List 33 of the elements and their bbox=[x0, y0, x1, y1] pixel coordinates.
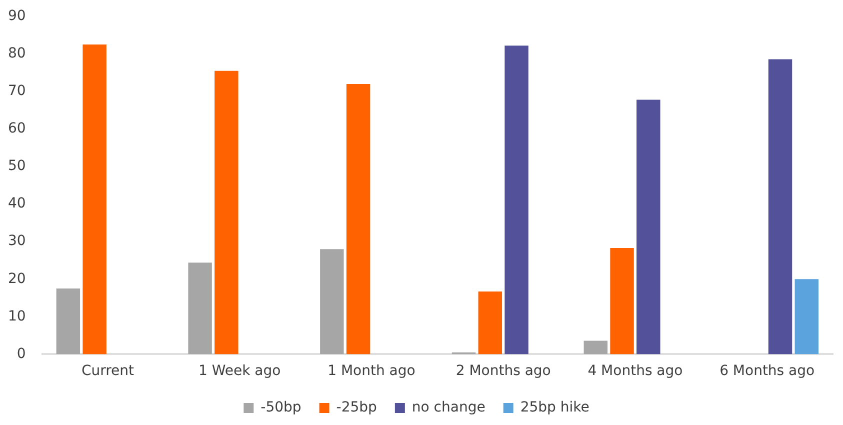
bar bbox=[320, 249, 344, 354]
bar bbox=[610, 248, 634, 354]
y-tick-label: 50 bbox=[8, 158, 26, 174]
y-tick-label: 80 bbox=[8, 46, 26, 62]
y-tick-label: 10 bbox=[8, 308, 26, 324]
x-tick-label: 4 Months ago bbox=[588, 363, 683, 380]
x-tick-label: Current bbox=[81, 363, 135, 380]
y-tick-label: 20 bbox=[8, 270, 26, 287]
y-tick-label: 40 bbox=[8, 196, 26, 212]
x-tick-label: 6 Months ago bbox=[720, 363, 815, 380]
y-tick-label: 0 bbox=[16, 346, 26, 362]
bar bbox=[636, 100, 660, 354]
bar bbox=[584, 340, 608, 354]
bar bbox=[82, 44, 106, 354]
x-tick-label: 1 Month ago bbox=[328, 363, 416, 380]
legend-label: 25bp hike bbox=[520, 400, 590, 416]
bar bbox=[56, 288, 80, 354]
bar bbox=[794, 279, 818, 354]
bar bbox=[188, 262, 212, 354]
y-tick-label: 90 bbox=[8, 8, 26, 24]
legend-label: -25bp bbox=[336, 400, 378, 416]
bar bbox=[478, 292, 502, 354]
legend-label: -50bp bbox=[260, 400, 302, 416]
x-tick-label: 1 Week ago bbox=[198, 363, 281, 380]
x-tick-label: 2 Months ago bbox=[456, 363, 551, 380]
y-tick-label: 70 bbox=[8, 83, 26, 100]
bar bbox=[346, 84, 370, 354]
legend-label: no change bbox=[412, 400, 486, 416]
y-tick-label: 60 bbox=[8, 120, 26, 137]
bar bbox=[214, 70, 238, 354]
bar bbox=[768, 59, 792, 354]
y-tick-label: 30 bbox=[8, 233, 26, 250]
bar bbox=[504, 46, 528, 354]
